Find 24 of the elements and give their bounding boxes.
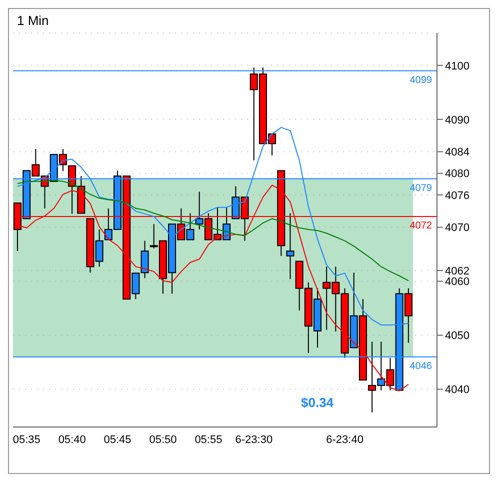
chart-title: 1 Min (17, 13, 49, 28)
x-tick-label: 05:45 (104, 434, 132, 446)
y-tick-label: 4040 (445, 384, 470, 396)
ref-line-label: 4046 (410, 360, 432, 372)
y-tick-label: 4062 (445, 265, 470, 278)
candlestick (286, 212, 294, 280)
y-tick-label: 4080 (445, 168, 470, 180)
y-tick-label: 4084 (445, 146, 470, 159)
y-tick-label: 4050 (445, 330, 470, 342)
annotation: $0.34 (301, 395, 334, 410)
ref-line-label: 4079 (410, 182, 432, 194)
x-tick-label: 05:55 (194, 434, 222, 446)
x-tick-label: 6-23:40 (326, 434, 364, 446)
x-tick-label: 6-23:30 (235, 434, 273, 446)
y-tick-label: 4070 (445, 222, 470, 234)
y-tick-label: 4090 (445, 114, 470, 126)
y-tick-label: 4060 (445, 276, 470, 288)
ref-line-label: 4099 (410, 74, 432, 86)
x-tick-label: 05:40 (58, 434, 86, 446)
y-tick-label: 4100 (445, 60, 470, 72)
ref-line-label: 4072 (410, 220, 432, 232)
x-tick-label: 05:35 (12, 434, 40, 446)
x-tick-label: 05:50 (149, 434, 177, 446)
y-tick-label: 4076 (445, 190, 470, 202)
